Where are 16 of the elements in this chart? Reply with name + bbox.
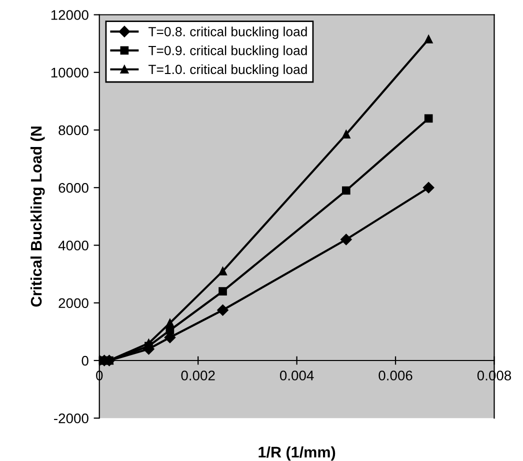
x-tick-label: 0.002 bbox=[181, 370, 215, 380]
y-axis-title: Critical Buckling Load (N bbox=[30, 126, 45, 307]
y-tick-label: 10000 bbox=[51, 68, 88, 78]
y-tick-label: 6000 bbox=[58, 182, 88, 193]
y-tick-label: 2000 bbox=[58, 298, 88, 308]
x-tick-label: 0.006 bbox=[378, 370, 412, 380]
y-tick-label: 12000 bbox=[51, 10, 88, 20]
y-tick-label: -2000 bbox=[54, 413, 88, 424]
y-tick-label: 0 bbox=[82, 356, 88, 366]
legend-label: T=1.0. critical buckling load bbox=[148, 64, 307, 77]
legend-label: T=0.8. critical buckling load bbox=[148, 26, 307, 39]
x-tick-label: 0.004 bbox=[280, 370, 314, 380]
x-axis-title: 1/R (1/mm) bbox=[258, 446, 336, 461]
legend-label: T=0.9. critical buckling load bbox=[148, 46, 307, 58]
y-tick-label: 8000 bbox=[58, 125, 88, 136]
y-tick-label: 4000 bbox=[58, 240, 88, 250]
